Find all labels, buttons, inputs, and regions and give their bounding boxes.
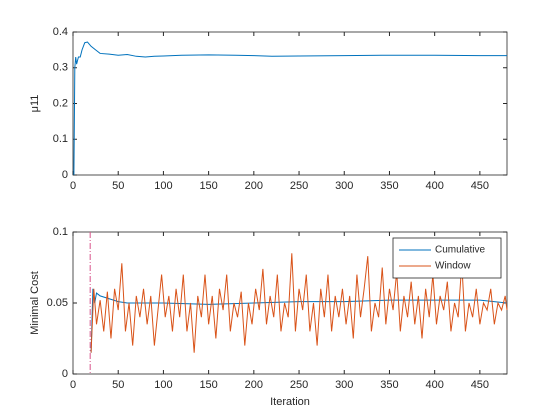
x-tick-label: 250 xyxy=(290,379,308,391)
x-tick-label: 50 xyxy=(112,180,124,192)
legend-box xyxy=(392,237,502,279)
data-line xyxy=(90,288,508,353)
x-tick-label: 250 xyxy=(290,180,308,192)
x-tick-label: 400 xyxy=(425,379,443,391)
x-tick-label: 200 xyxy=(245,379,263,391)
y-axis-label: μ11 xyxy=(29,95,41,113)
plot-area xyxy=(72,31,508,176)
data-line xyxy=(90,253,508,353)
data-line xyxy=(73,41,507,176)
y-tick-label: 0.1 xyxy=(53,133,68,145)
x-tick-label: 200 xyxy=(245,180,263,192)
x-tick-label: 300 xyxy=(335,180,353,192)
y-tick-label: 0 xyxy=(62,169,68,181)
y-tick-label: 0.4 xyxy=(53,26,68,38)
y-tick-label: 0.05 xyxy=(47,297,68,309)
x-tick-label: 350 xyxy=(380,379,398,391)
x-tick-label: 350 xyxy=(380,180,398,192)
x-tick-label: 100 xyxy=(154,180,172,192)
x-tick-label: 150 xyxy=(199,379,217,391)
legend-label: Cumulative xyxy=(435,245,485,256)
y-tick-label: 0.1 xyxy=(53,226,68,238)
y-axis-label: Minimal Cost xyxy=(29,271,41,335)
y-tick-label: 0.2 xyxy=(53,97,68,109)
x-tick-label: 450 xyxy=(471,379,489,391)
x-tick-label: 0 xyxy=(70,180,76,192)
x-tick-label: 300 xyxy=(335,379,353,391)
x-axis-label: Iteration xyxy=(270,396,310,408)
x-tick-label: 0 xyxy=(70,379,76,391)
x-tick-label: 150 xyxy=(199,180,217,192)
x-tick-label: 100 xyxy=(154,379,172,391)
y-tick-label: 0.3 xyxy=(53,62,68,74)
x-tick-label: 450 xyxy=(471,180,489,192)
x-tick-label: 400 xyxy=(425,180,443,192)
legend-label: Window xyxy=(435,261,471,272)
x-tick-label: 50 xyxy=(112,379,124,391)
y-tick-label: 0 xyxy=(62,368,68,380)
